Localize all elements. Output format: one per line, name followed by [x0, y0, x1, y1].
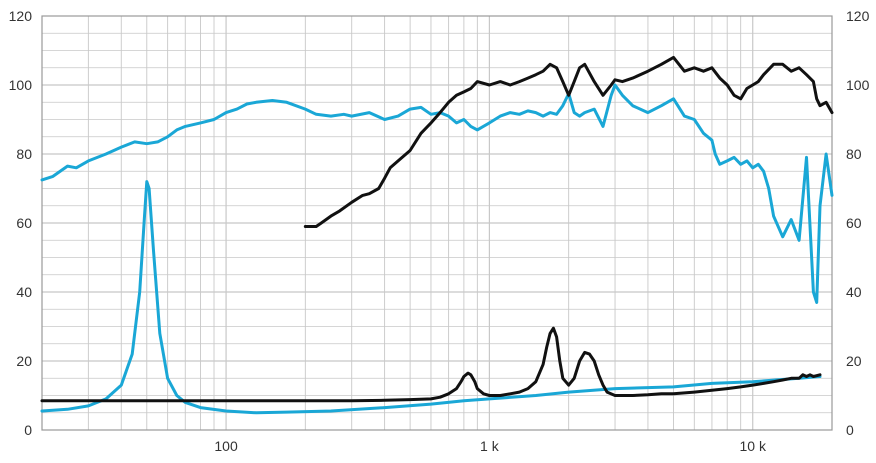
x-tick-label: 10 k [739, 438, 766, 454]
x-tick-label: 1 k [480, 438, 500, 454]
y-tick-label-right: 40 [846, 284, 862, 300]
right-y-axis-ticks: 0 20 40 60 80 100 120 [846, 8, 870, 438]
grid-lines [42, 16, 832, 430]
y-tick-label-right: 60 [846, 215, 862, 231]
y-tick-label-right: 0 [846, 422, 854, 438]
y-tick-label-left: 20 [16, 353, 32, 369]
series-group [40, 55, 834, 415]
y-tick-label-left: 0 [24, 422, 32, 438]
y-tick-label-left: 40 [16, 284, 32, 300]
series-line-3 [40, 180, 822, 415]
y-tick-label-right: 100 [846, 77, 870, 93]
y-tick-label-left: 80 [16, 146, 32, 162]
y-tick-label-left: 100 [9, 77, 33, 93]
y-tick-label-right: 20 [846, 353, 862, 369]
series-line-4 [40, 326, 822, 403]
left-y-axis-ticks: 0 20 40 60 80 100 120 [9, 8, 33, 438]
x-axis-ticks: 100 1 k 10 k [214, 438, 767, 454]
x-tick-label: 100 [214, 438, 238, 454]
y-tick-label-left: 60 [16, 215, 32, 231]
series-line-2 [303, 55, 834, 228]
y-tick-label-right: 120 [846, 8, 870, 24]
y-tick-label-left: 120 [9, 8, 33, 24]
series-line-1 [40, 83, 834, 304]
y-tick-label-right: 80 [846, 146, 862, 162]
plot-frame [41, 15, 833, 431]
